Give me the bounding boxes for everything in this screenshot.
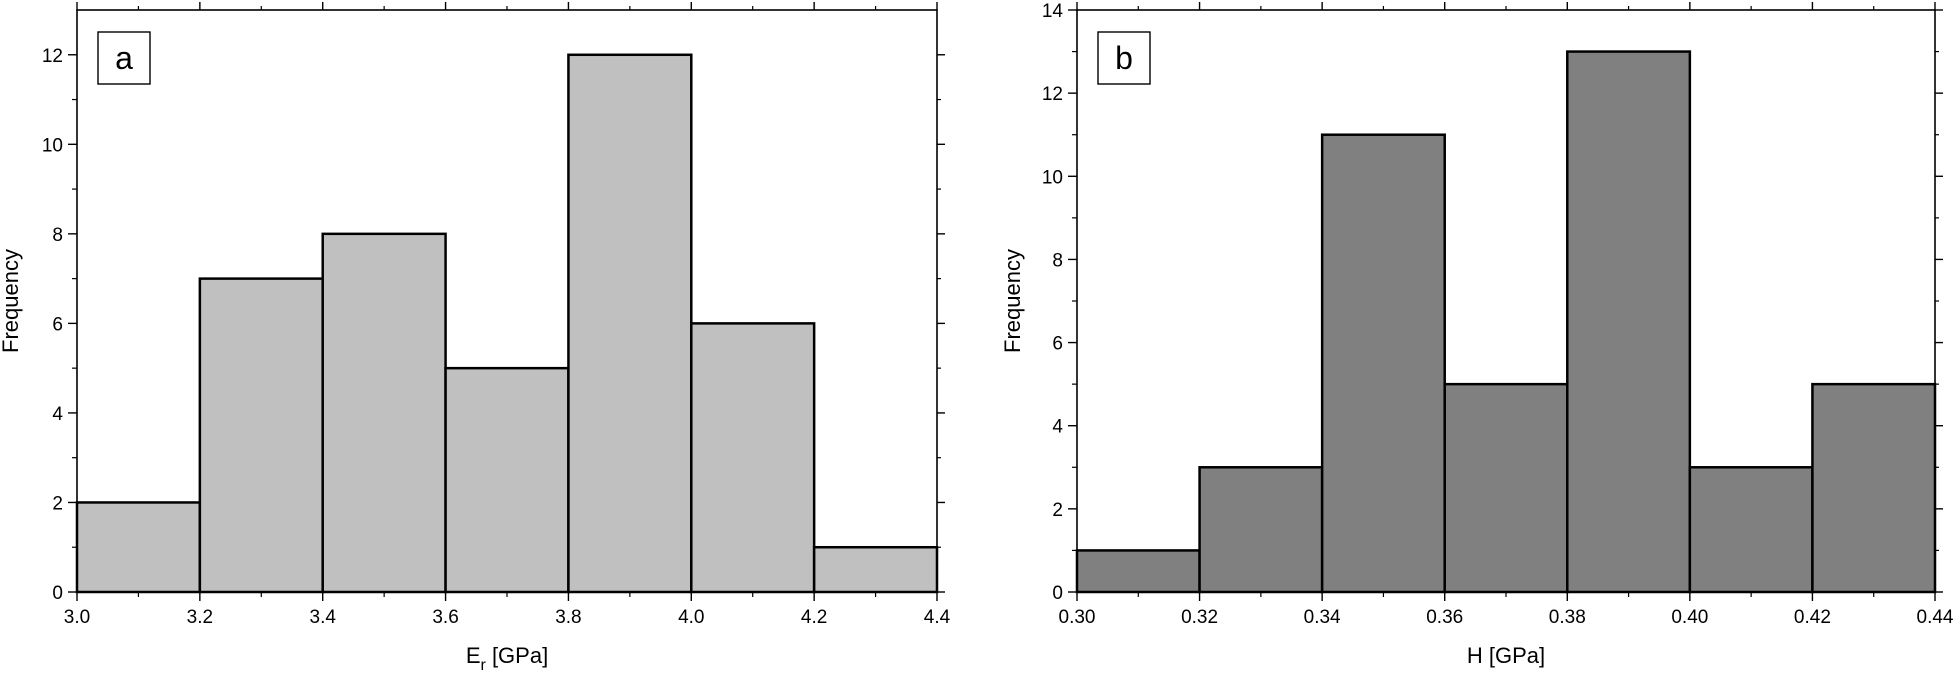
x-tick-label: 3.6 (432, 607, 458, 628)
y-tick-label: 2 (52, 493, 63, 514)
y-tick-label: 12 (1042, 84, 1063, 105)
histogram-bar (198, 277, 324, 594)
x-tick-label: 0.44 (1917, 607, 1954, 628)
histogram-bar (444, 366, 570, 594)
x-tick-label: 3.8 (555, 607, 581, 628)
y-tick-label: 6 (52, 314, 63, 335)
panel-label-box (97, 31, 151, 85)
x-tick-label: 4.2 (801, 607, 827, 628)
y-tick-label: 4 (52, 404, 63, 425)
y-tick-label: 6 (1052, 334, 1063, 355)
histogram-bar (1075, 549, 1201, 594)
x-tick-label: 3.2 (187, 607, 213, 628)
histogram-bar (1198, 466, 1324, 594)
y-tick-label: 14 (1042, 1, 1064, 22)
panel-label: b (1115, 40, 1133, 76)
y-axis-title: Frequency (0, 249, 23, 353)
x-tick-label: 3.4 (310, 607, 337, 628)
histogram-bar (1320, 133, 1446, 594)
y-tick-label: 4 (1052, 417, 1063, 438)
x-tick-label: 4.0 (678, 607, 704, 628)
y-tick-label: 2 (1052, 500, 1063, 521)
y-axis-title: Frequency (1000, 249, 1025, 353)
histogram-bar (75, 501, 202, 594)
x-tick-label: 3.0 (64, 607, 90, 628)
x-axis-title: Er [GPa] (466, 643, 548, 674)
histogram-bar (812, 545, 939, 594)
panel-label: a (115, 40, 133, 76)
y-tick-label: 8 (1052, 250, 1063, 271)
chart-panel-a: 3.0 3.2 3.4 3.6 3.8 4.0 4.2 4.4 0 2 4 6 8 10 12 Er [GPa… (0, 2, 951, 674)
histogram-bar (690, 322, 816, 594)
chart-panel-b: 0.30 0.32 0.34 0.36 0.38 0.40 0.42 0.44 0 2 4 6 8 10 1… (1000, 1, 1954, 668)
y-tick-label: 8 (52, 225, 63, 246)
y-tick-label: 10 (42, 135, 63, 156)
x-axis-title: H [GPa] (1467, 643, 1545, 668)
x-tick-label: 0.36 (1426, 607, 1463, 628)
panel-label-box (1097, 31, 1151, 85)
x-tick-label: 0.34 (1304, 607, 1341, 628)
x-tick-label: 0.40 (1671, 607, 1708, 628)
histogram-bar (1443, 382, 1569, 594)
x-tick-label: 0.38 (1549, 607, 1586, 628)
x-tick-label: 0.32 (1181, 607, 1218, 628)
y-tick-label: 0 (52, 583, 63, 604)
histogram-bar (1811, 382, 1937, 594)
y-tick-label: 12 (42, 46, 63, 67)
histogram-bar (1566, 50, 1692, 594)
histogram-bar (567, 53, 693, 594)
x-tick-label: 0.30 (1059, 607, 1096, 628)
histogram-bar (321, 232, 447, 594)
x-tick-label: 4.4 (924, 607, 951, 628)
x-tick-label: 0.42 (1794, 607, 1831, 628)
histogram-bar (1688, 466, 1814, 594)
y-tick-label: 0 (1052, 583, 1063, 604)
y-tick-label: 10 (1042, 167, 1063, 188)
